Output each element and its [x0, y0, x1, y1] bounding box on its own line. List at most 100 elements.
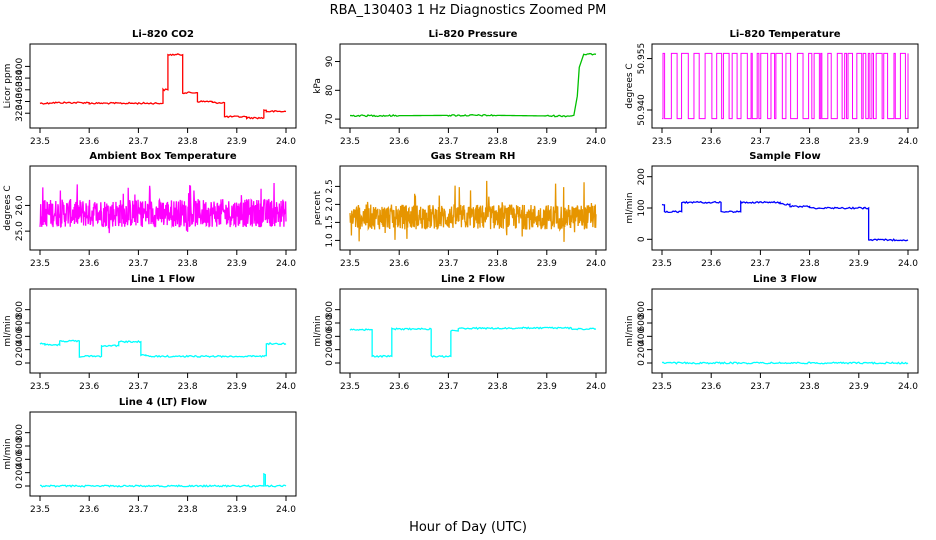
y-tick-label: 1.5 [325, 215, 335, 229]
x-tick-label: 23.6 [701, 137, 721, 147]
y-tick-label: 80 [325, 84, 335, 96]
y-tick-label: 400 [15, 58, 25, 75]
panel-licor_temp: Li–820 Temperature degrees C 23.5 23.6 23.7 2… [625, 29, 919, 147]
y-axis-label: ml/min [313, 315, 323, 346]
panel-frame [651, 43, 919, 129]
panel-frame [339, 43, 607, 129]
x-tick-label: 23.9 [849, 259, 869, 269]
panel-title: Li–820 CO2 [132, 29, 194, 40]
x-tick-label: 23.6 [389, 259, 409, 269]
series-line [39, 53, 287, 120]
y-tick-label: 100 [637, 199, 647, 216]
y-tick-label: 400 [325, 327, 335, 344]
y-tick-label: 400 [15, 327, 25, 344]
x-tick-label: 23.6 [79, 137, 99, 147]
figure-title: RBA_130403 1 Hz Diagnostics Zoomed PM [330, 3, 607, 18]
series-line [39, 183, 287, 234]
x-tick-label: 24.0 [586, 137, 606, 147]
x-tick-label: 23.9 [537, 382, 557, 392]
y-axis-label: ml/min [3, 315, 13, 346]
x-tick-label: 23.8 [178, 259, 198, 269]
x-tick-label: 23.5 [340, 137, 360, 147]
x-tick-label: 23.9 [537, 259, 557, 269]
y-tick-label: 0 [637, 360, 647, 366]
x-tick-label: 23.6 [79, 382, 99, 392]
y-axis-label: degrees C [625, 63, 635, 108]
y-tick-label: 200 [15, 464, 25, 481]
panel-frame [29, 43, 297, 129]
panel-line2: Line 2 Flow ml/min 23.5 23.6 23.7 23.8 23.9 24.… [313, 274, 607, 392]
x-tick-label: 23.5 [30, 259, 50, 269]
x-tick-label: 23.7 [438, 259, 458, 269]
x-tick-label: 24.0 [276, 505, 296, 515]
y-axis-label: degrees C [3, 185, 13, 230]
x-tick-label: 23.5 [652, 382, 672, 392]
x-tick-label: 23.6 [79, 505, 99, 515]
x-tick-label: 24.0 [898, 382, 918, 392]
x-tick-label: 23.7 [750, 137, 770, 147]
x-tick-label: 23.6 [701, 259, 721, 269]
y-axis-label: ml/min [3, 438, 13, 469]
x-tick-label: 23.8 [178, 137, 198, 147]
y-axis-label: percent [313, 190, 323, 225]
x-tick-label: 23.8 [488, 259, 508, 269]
y-tick-label: 380 [15, 69, 25, 86]
y-tick-label: 400 [15, 450, 25, 467]
x-tick-label: 23.7 [438, 382, 458, 392]
panel-ambient_temp: Ambient Box Temperature degrees C 23.5 23.6… [3, 151, 297, 269]
y-axis-label: Licor ppm [3, 64, 13, 109]
panel-title: Line 4 (LT) Flow [119, 397, 207, 408]
x-tick-label: 23.7 [128, 382, 148, 392]
x-tick-label: 23.5 [30, 137, 50, 147]
y-axis-label: kPa [313, 78, 323, 94]
x-tick-label: 23.8 [800, 382, 820, 392]
x-tick-label: 23.7 [750, 259, 770, 269]
y-tick-label: 360 [15, 81, 25, 98]
y-tick-label: 2.5 [325, 179, 335, 193]
x-tick-label: 23.8 [800, 259, 820, 269]
panel-title: Gas Stream RH [431, 151, 516, 162]
x-tick-label: 23.9 [537, 137, 557, 147]
y-tick-label: 320 [15, 104, 25, 121]
y-axis-label: ml/min [625, 192, 635, 223]
series-line [349, 180, 597, 242]
panel-sample_flow: Sample Flow ml/min 23.5 23.6 23.7 23.8 23.9 24.… [625, 151, 919, 269]
panel-frame [29, 288, 297, 374]
y-tick-label: 26.0 [15, 195, 25, 215]
y-axis-label: ml/min [625, 315, 635, 346]
x-tick-label: 23.7 [128, 137, 148, 147]
panel-title: Li–820 Pressure [429, 29, 518, 40]
x-tick-label: 23.6 [389, 137, 409, 147]
y-tick-label: 0 [637, 236, 647, 242]
x-tick-label: 23.9 [227, 505, 247, 515]
panel-title: Li–820 Temperature [729, 29, 840, 40]
x-tick-label: 23.8 [800, 137, 820, 147]
x-tick-label: 24.0 [586, 382, 606, 392]
x-tick-label: 23.7 [750, 382, 770, 392]
series-line [349, 326, 597, 358]
x-tick-label: 23.9 [227, 382, 247, 392]
series-line [662, 52, 909, 120]
series-line [39, 339, 287, 358]
x-tick-label: 24.0 [898, 137, 918, 147]
y-tick-label: 600 [15, 314, 25, 331]
panel-pressure: Li–820 Pressure kPa 23.5 23.6 23.7 23.8 23.9 24… [313, 29, 607, 147]
y-tick-label: 200 [325, 341, 335, 358]
panel-title: Line 3 Flow [753, 274, 817, 285]
y-tick-label: 0 [15, 483, 25, 489]
y-tick-label: 800 [637, 301, 647, 318]
y-tick-label: 2.0 [325, 197, 335, 212]
y-tick-label: 200 [637, 341, 647, 358]
y-tick-label: 1.0 [325, 233, 335, 248]
x-tick-label: 23.6 [389, 382, 409, 392]
x-tick-label: 23.5 [30, 505, 50, 515]
x-tick-label: 23.8 [488, 137, 508, 147]
y-tick-label: 0 [325, 360, 335, 366]
panel-title: Line 2 Flow [441, 274, 505, 285]
y-tick-label: 340 [15, 93, 25, 110]
panel-co2: Li–820 CO2 Licor ppm 23.5 23.6 23.7 23.8 23.9 2… [3, 29, 297, 147]
x-tick-label: 24.0 [898, 259, 918, 269]
y-tick-label: 800 [325, 301, 335, 318]
x-tick-label: 23.9 [849, 382, 869, 392]
y-tick-label: 25.0 [15, 221, 25, 241]
